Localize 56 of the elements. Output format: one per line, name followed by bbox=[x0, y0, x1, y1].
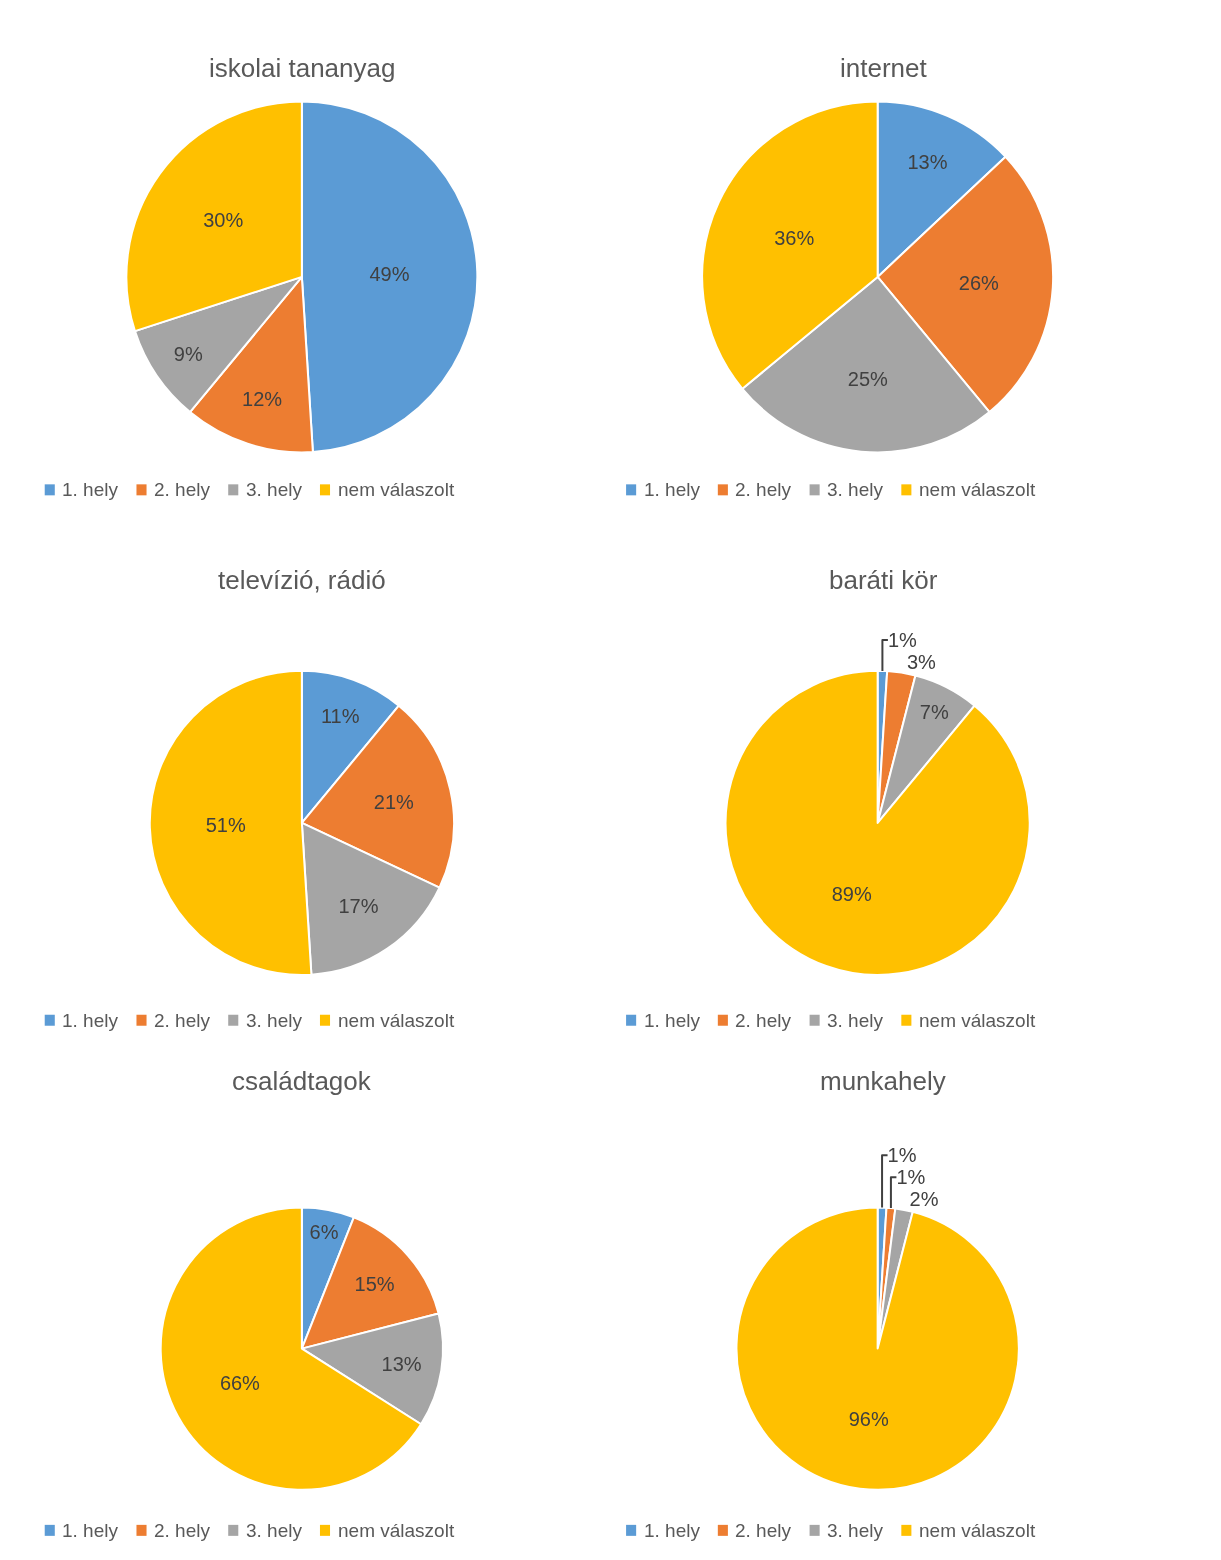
legend-label: 1. hely bbox=[644, 1010, 701, 1031]
legend-label: 2. hely bbox=[154, 1520, 211, 1541]
data-label: 11% bbox=[320, 705, 360, 727]
data-label: 96% bbox=[848, 1407, 889, 1430]
legend-label: 2. hely bbox=[735, 1010, 792, 1031]
chart-title: baráti kör bbox=[829, 565, 938, 595]
legend-label: 2. hely bbox=[154, 479, 211, 500]
legend-label: 1. hely bbox=[62, 479, 119, 500]
data-label: 30% bbox=[203, 208, 244, 231]
chart-title: internet bbox=[840, 53, 928, 83]
legend-label: 1. hely bbox=[644, 1520, 701, 1541]
data-label: 13% bbox=[907, 150, 948, 173]
legend-label: 1. hely bbox=[62, 1520, 119, 1541]
data-label: 7% bbox=[919, 700, 949, 723]
data-label: 36% bbox=[774, 226, 815, 249]
data-label: 89% bbox=[831, 883, 872, 906]
data-label: 6% bbox=[309, 1220, 339, 1243]
legend-label: 3. hely bbox=[246, 479, 303, 500]
data-label: 15% bbox=[354, 1273, 395, 1296]
data-label: 21% bbox=[373, 791, 415, 814]
legend-label: nem válaszolt bbox=[919, 1010, 1036, 1031]
data-label: 13% bbox=[381, 1353, 422, 1376]
pie-slice bbox=[735, 1206, 1020, 1491]
data-label: 17% bbox=[338, 895, 379, 918]
data-label: 26% bbox=[958, 272, 1000, 295]
legend-label: nem válaszolt bbox=[338, 1520, 455, 1541]
data-label: 1% bbox=[887, 1144, 917, 1167]
legend-label: 3. hely bbox=[827, 1010, 884, 1031]
legend-label: 3. hely bbox=[827, 479, 884, 500]
data-label: 1% bbox=[896, 1166, 926, 1189]
pie-slice bbox=[724, 669, 1031, 976]
legend-label: nem válaszolt bbox=[919, 479, 1036, 500]
data-label: 1% bbox=[887, 628, 918, 651]
legend-label: 1. hely bbox=[62, 1010, 119, 1031]
legend-label: 3. hely bbox=[827, 1520, 884, 1541]
data-label: 2% bbox=[909, 1188, 939, 1211]
legend-label: 2. hely bbox=[154, 1010, 211, 1031]
data-label: 12% bbox=[242, 387, 283, 410]
data-label: 25% bbox=[847, 368, 889, 391]
legend-label: nem válaszolt bbox=[338, 479, 455, 500]
chart-title: munkahely bbox=[820, 1066, 946, 1096]
data-label: 66% bbox=[219, 1371, 261, 1394]
legend-label: 3. hely bbox=[246, 1520, 303, 1541]
legend-label: 3. hely bbox=[246, 1010, 303, 1031]
legend-label: nem válaszolt bbox=[338, 1010, 455, 1031]
data-label: 49% bbox=[369, 263, 410, 286]
data-label: 51% bbox=[205, 814, 246, 837]
legend-label: 2. hely bbox=[735, 1520, 792, 1541]
chart-title: iskolai tananyag bbox=[209, 53, 396, 83]
legend-label: nem válaszolt bbox=[919, 1520, 1036, 1541]
data-label: 9% bbox=[173, 343, 203, 366]
legend-label: 2. hely bbox=[735, 479, 792, 500]
data-label: 3% bbox=[906, 650, 937, 673]
chart-title: családtagok bbox=[232, 1066, 372, 1096]
chart-title: televízió, rádió bbox=[218, 565, 386, 595]
legend-label: 1. hely bbox=[644, 479, 701, 500]
